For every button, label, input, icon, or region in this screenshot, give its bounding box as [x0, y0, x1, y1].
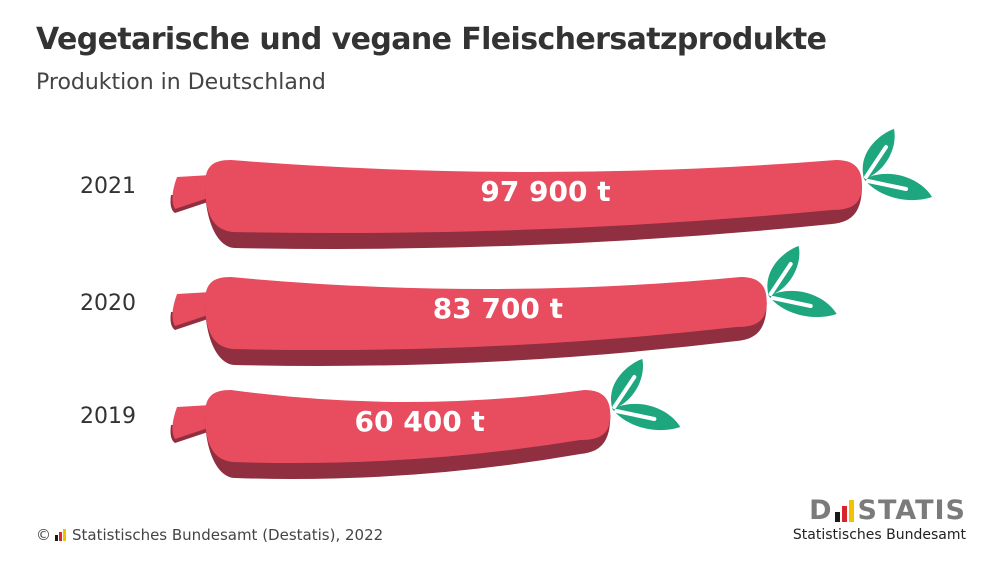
logo-flag-bar-red — [841, 506, 847, 522]
sausage-knot — [172, 405, 211, 439]
sausage-knot — [172, 175, 211, 209]
logo-word-right: STATIS — [857, 495, 966, 526]
sausage-bar — [205, 277, 767, 351]
chart-title: Vegetarische und vegane Fleischersatzpro… — [36, 22, 827, 57]
logo-flag-icon — [834, 500, 856, 522]
leaf-vein — [866, 179, 908, 191]
logo-flag-bar-black — [834, 512, 840, 522]
destatis-flag-icon — [55, 529, 67, 541]
sausage-bar — [205, 160, 862, 234]
sausage-bar-group: 2021 97 900 t — [80, 129, 932, 249]
logo-subtitle: Statistisches Bundesamt — [792, 527, 966, 543]
value-label: 60 400 t — [355, 405, 485, 438]
footer: © Statistisches Bundesamt (Destatis), 20… — [36, 526, 383, 544]
value-label: 97 900 t — [480, 175, 610, 208]
logo-flag-bar-gold — [848, 500, 854, 522]
sausage-bar-group: 2019 60 400 t — [80, 359, 681, 479]
category-label: 2021 — [80, 174, 136, 199]
category-label: 2020 — [80, 291, 136, 316]
leaf-vein — [612, 375, 637, 409]
chart-subtitle: Produktion in Deutschland — [36, 70, 326, 95]
leaf-vein — [770, 296, 813, 308]
destatis-logo: D STATIS Statistisches Bundesamt — [792, 497, 966, 544]
source-text: Statistisches Bundesamt (Destatis), 2022 — [72, 526, 384, 544]
logo-wordmark: D STATIS — [793, 497, 966, 525]
logo-word-left: D — [809, 495, 833, 526]
flag-bar-gold — [63, 529, 66, 541]
copyright-symbol: © — [36, 526, 51, 544]
flag-bar-red — [59, 532, 62, 541]
sausage-knot — [172, 292, 211, 326]
category-label: 2019 — [80, 404, 136, 429]
sausage-bar — [205, 390, 611, 464]
flag-bar-black — [55, 535, 58, 541]
leaf-vein — [864, 145, 888, 179]
leaf-vein — [768, 262, 793, 296]
value-label: 83 700 t — [433, 292, 563, 325]
sausage-bar-group: 2020 83 700 t — [80, 246, 837, 366]
leaf-vein — [614, 409, 657, 421]
